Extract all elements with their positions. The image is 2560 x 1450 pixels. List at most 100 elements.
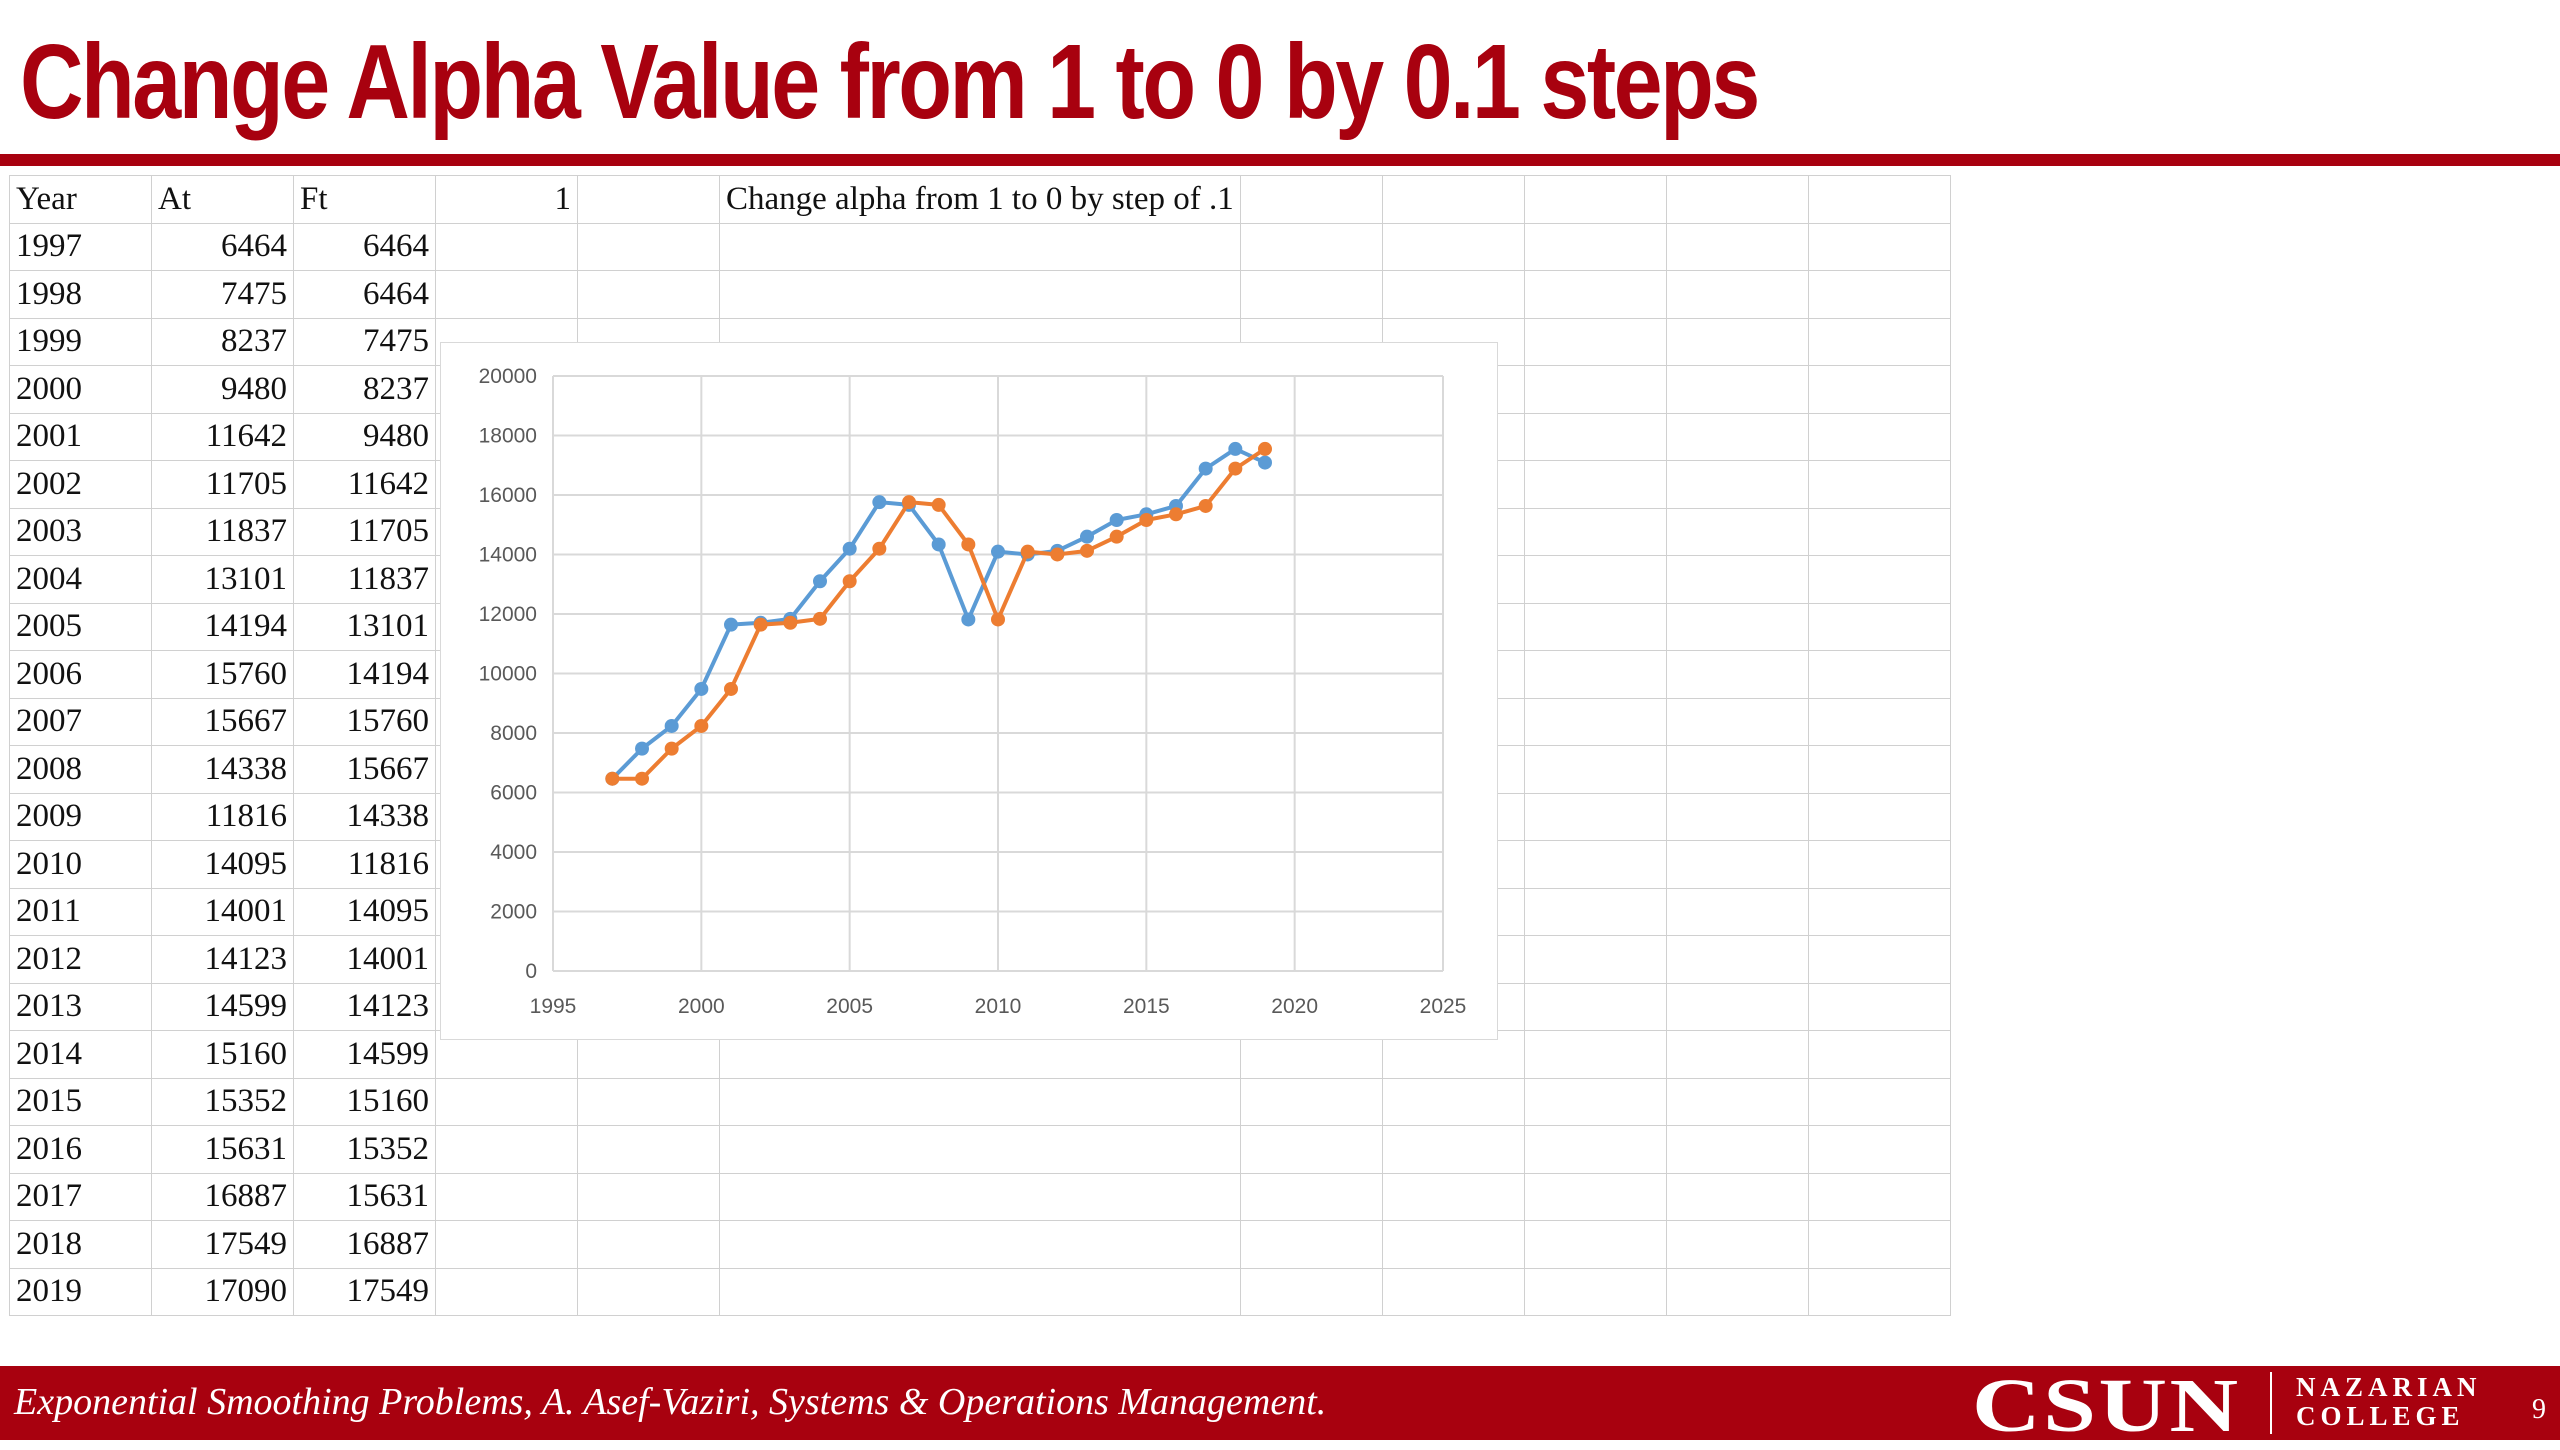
- empty-cell[interactable]: [1523, 412, 1667, 461]
- actual-cell[interactable]: 11816: [151, 792, 294, 841]
- year-cell[interactable]: 2006: [9, 650, 152, 699]
- empty-cell[interactable]: [1523, 1077, 1667, 1126]
- empty-cell[interactable]: [1807, 745, 1951, 794]
- empty-cell[interactable]: [1523, 317, 1667, 366]
- empty-cell[interactable]: [1807, 792, 1951, 841]
- forecast-cell[interactable]: 11816: [293, 840, 436, 889]
- empty-cell[interactable]: [1523, 1172, 1667, 1221]
- forecast-cell[interactable]: 14599: [293, 1030, 436, 1079]
- forecast-cell[interactable]: 14123: [293, 982, 436, 1031]
- empty-cell[interactable]: [1807, 840, 1951, 889]
- empty-cell[interactable]: [577, 222, 720, 271]
- empty-cell[interactable]: [1523, 222, 1667, 271]
- forecast-cell[interactable]: 7475: [293, 317, 436, 366]
- forecast-cell[interactable]: 6464: [293, 270, 436, 319]
- empty-cell[interactable]: [1807, 887, 1951, 936]
- forecast-cell[interactable]: 13101: [293, 602, 436, 651]
- empty-cell[interactable]: [1381, 1220, 1525, 1269]
- year-cell[interactable]: 2014: [9, 1030, 152, 1079]
- empty-cell[interactable]: [719, 1125, 1241, 1174]
- empty-cell[interactable]: [1807, 1172, 1951, 1221]
- header-cell[interactable]: [1665, 175, 1809, 224]
- forecast-cell[interactable]: 14338: [293, 792, 436, 841]
- empty-cell[interactable]: [1807, 270, 1951, 319]
- empty-cell[interactable]: [1665, 1267, 1809, 1316]
- actual-cell[interactable]: 15760: [151, 650, 294, 699]
- empty-cell[interactable]: [577, 270, 720, 319]
- year-cell[interactable]: 2005: [9, 602, 152, 651]
- empty-cell[interactable]: [1381, 1077, 1525, 1126]
- year-cell[interactable]: 1998: [9, 270, 152, 319]
- empty-cell[interactable]: [1239, 1077, 1383, 1126]
- actual-cell[interactable]: 14194: [151, 602, 294, 651]
- empty-cell[interactable]: [1665, 935, 1809, 984]
- empty-cell[interactable]: [1807, 317, 1951, 366]
- year-cell[interactable]: 1997: [9, 222, 152, 271]
- year-cell[interactable]: 2018: [9, 1220, 152, 1269]
- empty-cell[interactable]: [435, 1220, 578, 1269]
- forecast-cell[interactable]: 15352: [293, 1125, 436, 1174]
- year-cell[interactable]: 2007: [9, 697, 152, 746]
- empty-cell[interactable]: [1523, 507, 1667, 556]
- empty-cell[interactable]: [1523, 935, 1667, 984]
- empty-cell[interactable]: [1523, 792, 1667, 841]
- year-cell[interactable]: 2017: [9, 1172, 152, 1221]
- actual-cell[interactable]: 17090: [151, 1267, 294, 1316]
- empty-cell[interactable]: [1665, 270, 1809, 319]
- empty-cell[interactable]: [1665, 697, 1809, 746]
- empty-cell[interactable]: [435, 1172, 578, 1221]
- forecast-cell[interactable]: 15160: [293, 1077, 436, 1126]
- empty-cell[interactable]: [1381, 1172, 1525, 1221]
- empty-cell[interactable]: [435, 1267, 578, 1316]
- empty-cell[interactable]: [1381, 1125, 1525, 1174]
- empty-cell[interactable]: [1239, 222, 1383, 271]
- empty-cell[interactable]: [1665, 222, 1809, 271]
- empty-cell[interactable]: [1807, 1267, 1951, 1316]
- empty-cell[interactable]: [1523, 697, 1667, 746]
- empty-cell[interactable]: [1665, 412, 1809, 461]
- forecast-cell[interactable]: 11705: [293, 507, 436, 556]
- actual-cell[interactable]: 14001: [151, 887, 294, 936]
- empty-cell[interactable]: [1523, 1030, 1667, 1079]
- empty-cell[interactable]: [1523, 982, 1667, 1031]
- year-cell[interactable]: 2010: [9, 840, 152, 889]
- empty-cell[interactable]: [1665, 887, 1809, 936]
- actual-cell[interactable]: 14338: [151, 745, 294, 794]
- actual-cell[interactable]: 15352: [151, 1077, 294, 1126]
- empty-cell[interactable]: [1523, 745, 1667, 794]
- forecast-cell[interactable]: 14194: [293, 650, 436, 699]
- empty-cell[interactable]: [435, 1077, 578, 1126]
- empty-cell[interactable]: [719, 1220, 1241, 1269]
- empty-cell[interactable]: [1665, 460, 1809, 509]
- empty-cell[interactable]: [1523, 555, 1667, 604]
- empty-cell[interactable]: [1665, 1125, 1809, 1174]
- empty-cell[interactable]: [1807, 982, 1951, 1031]
- empty-cell[interactable]: [719, 1077, 1241, 1126]
- empty-cell[interactable]: [1807, 365, 1951, 414]
- empty-cell[interactable]: [1807, 1220, 1951, 1269]
- empty-cell[interactable]: [1523, 602, 1667, 651]
- empty-cell[interactable]: [1807, 1125, 1951, 1174]
- actual-cell[interactable]: 11705: [151, 460, 294, 509]
- actual-cell[interactable]: 15631: [151, 1125, 294, 1174]
- year-cell[interactable]: 2012: [9, 935, 152, 984]
- forecast-cell[interactable]: 15631: [293, 1172, 436, 1221]
- header-cell[interactable]: 1: [435, 175, 578, 224]
- empty-cell[interactable]: [1523, 887, 1667, 936]
- empty-cell[interactable]: [1665, 982, 1809, 1031]
- header-cell[interactable]: Ft: [293, 175, 436, 224]
- empty-cell[interactable]: [719, 270, 1241, 319]
- empty-cell[interactable]: [1807, 460, 1951, 509]
- forecast-cell[interactable]: 9480: [293, 412, 436, 461]
- forecast-cell[interactable]: 14001: [293, 935, 436, 984]
- forecast-cell[interactable]: 8237: [293, 365, 436, 414]
- actual-cell[interactable]: 14095: [151, 840, 294, 889]
- header-cell[interactable]: [1523, 175, 1667, 224]
- actual-cell[interactable]: 6464: [151, 222, 294, 271]
- forecast-cell[interactable]: 11837: [293, 555, 436, 604]
- empty-cell[interactable]: [1665, 1077, 1809, 1126]
- empty-cell[interactable]: [1523, 460, 1667, 509]
- actual-cell[interactable]: 11642: [151, 412, 294, 461]
- empty-cell[interactable]: [577, 1077, 720, 1126]
- empty-cell[interactable]: [719, 1172, 1241, 1221]
